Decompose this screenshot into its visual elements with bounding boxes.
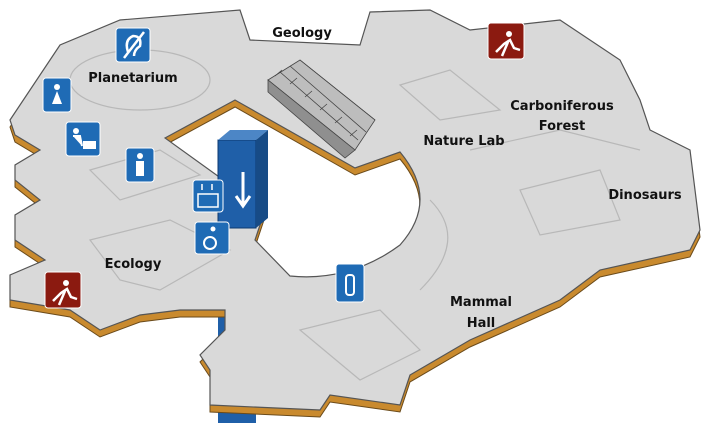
icon-hearing-loop: [116, 28, 150, 62]
icon-mens-restroom: [126, 148, 154, 182]
icon-accessible: [195, 222, 229, 254]
floor-map: Geology Planetarium Carboniferous Forest…: [0, 0, 711, 423]
room-label: Dinosaurs: [608, 188, 682, 203]
room-label: Ecology: [105, 257, 162, 272]
icon-emergency-exit: [45, 272, 81, 308]
room-label: Geology: [272, 26, 332, 41]
floor: [10, 10, 700, 410]
icon-baby-change: [66, 122, 100, 156]
elevator: [218, 130, 268, 228]
icon-womens-restroom: [43, 78, 71, 112]
room-label: Carboniferous: [510, 99, 614, 114]
icon-fire-extinguisher: [336, 264, 364, 302]
icon-lift: [193, 180, 223, 212]
room-label: Hall: [467, 316, 496, 331]
room-label: Mammal: [450, 295, 512, 310]
room-label: Nature Lab: [423, 134, 504, 149]
room-label: Forest: [539, 119, 585, 134]
room-label: Planetarium: [88, 71, 177, 86]
icon-emergency-exit: [488, 23, 524, 59]
